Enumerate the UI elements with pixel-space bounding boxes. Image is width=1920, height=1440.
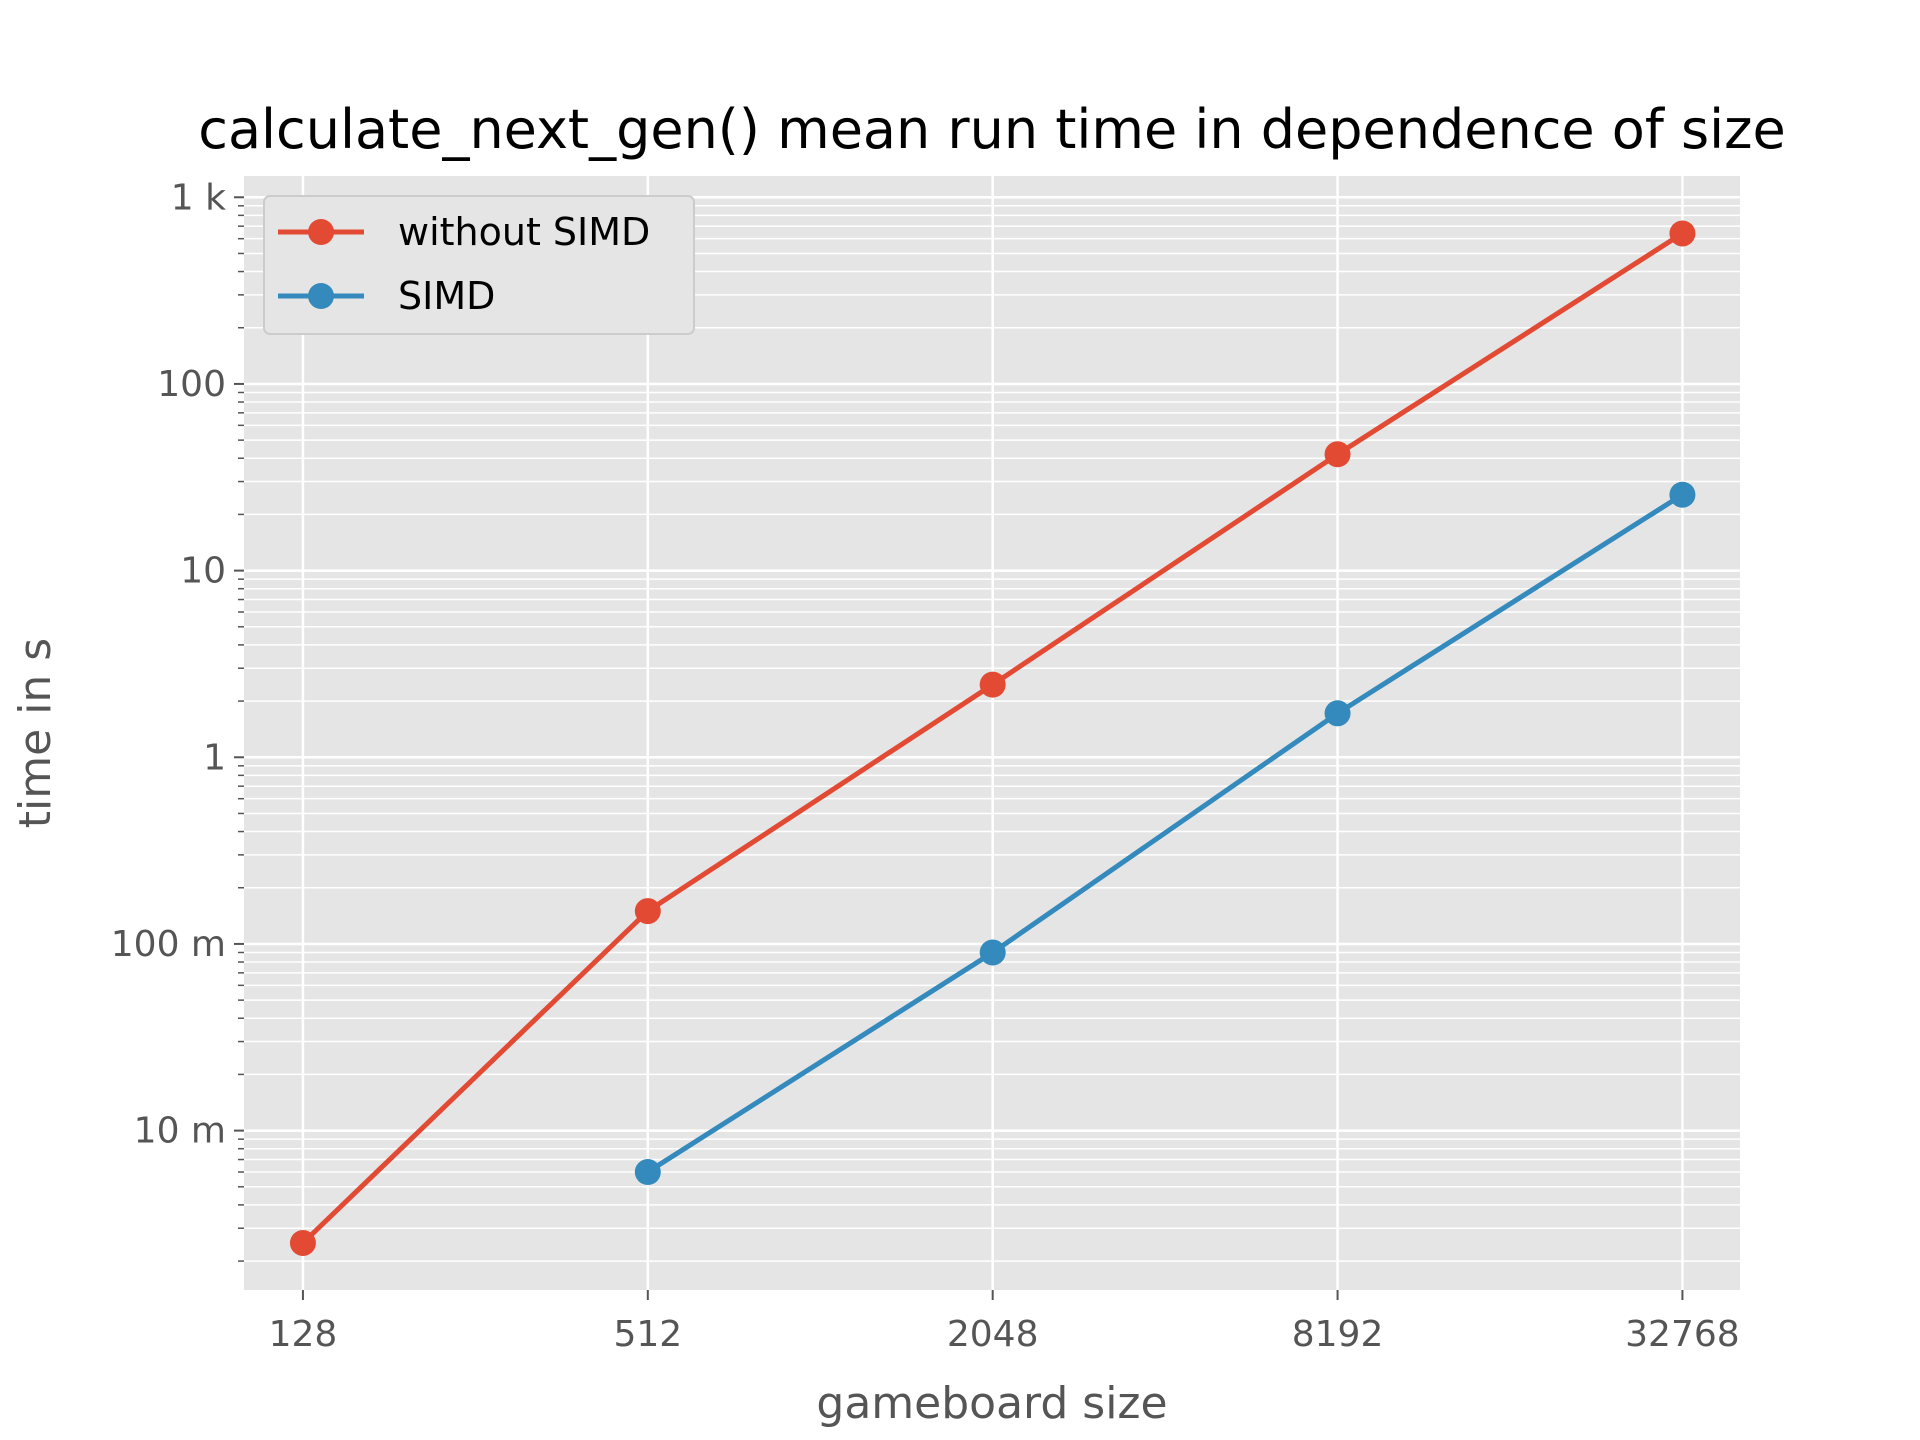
data-point [1669, 220, 1696, 247]
legend-label: SIMD [398, 274, 495, 318]
y-tick-label: 1 [203, 737, 226, 778]
series-line [646, 492, 1684, 1175]
x-tick-label: 2048 [947, 1314, 1039, 1355]
x-axis-label: gameboard size [816, 1378, 1167, 1429]
y-tick-label: 10 [180, 551, 226, 592]
data-point [1324, 700, 1351, 727]
y-tick-label: 1 k [171, 177, 226, 218]
series-simd [634, 481, 1696, 1186]
legend-label: without SIMD [398, 210, 650, 254]
y-tick-label: 100 [157, 364, 226, 405]
data-point [634, 898, 661, 925]
x-tick-label: 128 [269, 1314, 338, 1355]
legend-marker [308, 219, 334, 245]
legend: without SIMD SIMD [263, 195, 695, 335]
series-without-simd [289, 220, 1696, 1256]
x-axis: 128 512 2048 8192 32768 [269, 1290, 1740, 1355]
y-axis-label: time in s [10, 638, 61, 828]
x-tick-label: 8192 [1292, 1314, 1384, 1355]
series-layer [289, 220, 1696, 1256]
y-tick-label: 100 m [111, 924, 226, 965]
legend-marker [308, 283, 334, 309]
x-tick-label: 512 [613, 1314, 682, 1355]
data-point [1669, 481, 1696, 508]
data-point [979, 939, 1006, 966]
data-point [634, 1159, 661, 1186]
data-point [979, 671, 1006, 698]
data-point [289, 1229, 316, 1256]
data-point [1324, 441, 1351, 468]
legend-box [263, 195, 695, 335]
y-axis: 10 m 100 m 1 10 100 1 k [111, 177, 244, 1262]
chart-title: calculate_next_gen() mean run time in de… [198, 98, 1785, 161]
x-tick-label: 32768 [1625, 1314, 1740, 1355]
y-tick-label: 10 m [134, 1111, 226, 1152]
